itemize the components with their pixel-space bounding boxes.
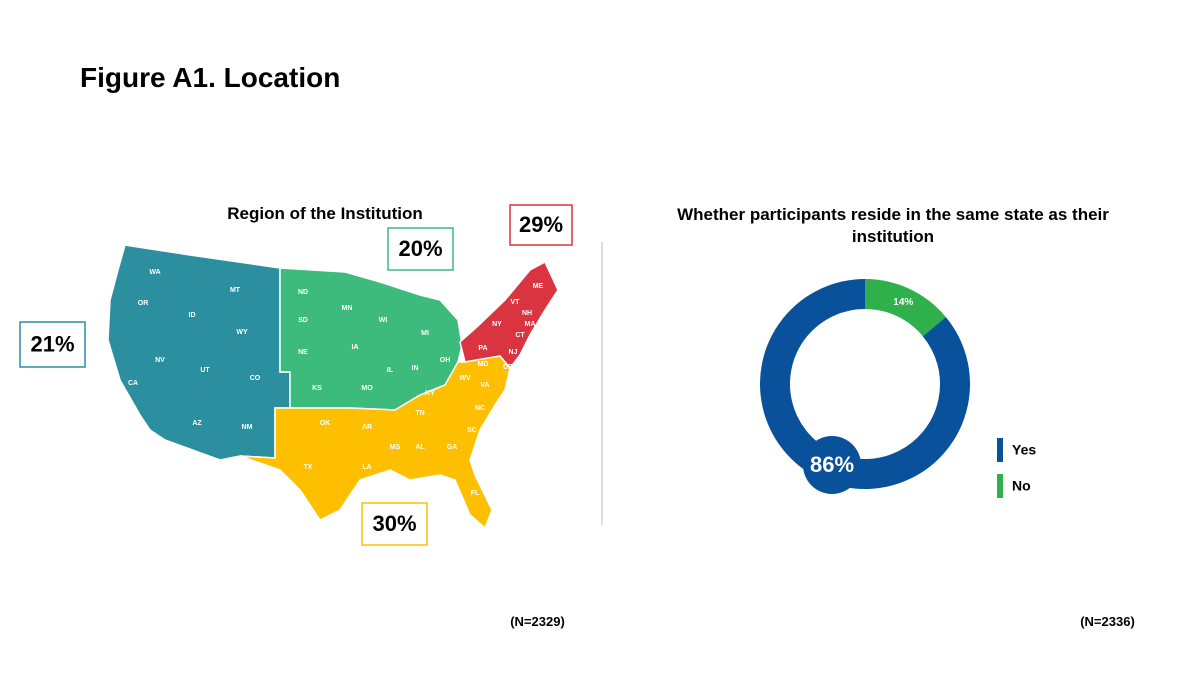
- state-label: IL: [387, 367, 394, 374]
- state-label: WV: [459, 375, 471, 382]
- state-label: OH: [440, 357, 451, 364]
- state-label: TX: [304, 464, 313, 471]
- map-region: [107, 244, 291, 461]
- map-note: (N=2329): [510, 614, 565, 629]
- state-label: MD: [478, 361, 489, 368]
- state-label: TN: [415, 410, 424, 417]
- region-value-label: 20%: [398, 236, 442, 261]
- state-label: NE: [298, 349, 308, 356]
- state-label: IN: [412, 365, 419, 372]
- state-label: CT: [515, 332, 525, 339]
- state-label: MI: [421, 330, 429, 337]
- state-label: NM: [242, 424, 253, 431]
- value-label-badge: [803, 436, 861, 494]
- state-label: ND: [298, 289, 308, 296]
- donut-value-label: 86%: [810, 452, 854, 477]
- state-label: AZ: [192, 420, 202, 427]
- legend-label: Yes: [1012, 442, 1036, 458]
- state-label: NY: [492, 321, 502, 328]
- state-label: KY: [425, 390, 435, 397]
- map-region: [239, 355, 511, 530]
- state-label: ID: [189, 312, 196, 319]
- state-label: MO: [361, 385, 373, 392]
- state-label: NJ: [509, 349, 518, 356]
- state-label: MT: [230, 287, 241, 294]
- state-label: WA: [149, 269, 160, 276]
- region-label-box: [509, 204, 573, 246]
- page-title: Figure A1. Location: [80, 62, 341, 93]
- state-label: SC: [467, 427, 477, 434]
- state-label: GA: [447, 444, 458, 451]
- state-label: DE: [503, 364, 513, 371]
- region-label-box: [361, 502, 428, 546]
- state-label: CO: [250, 375, 261, 382]
- state-label: SD: [298, 317, 308, 324]
- legend-swatch: [997, 474, 1003, 498]
- state-label: UT: [200, 367, 210, 374]
- state-label: PA: [478, 345, 487, 352]
- donut-value-label: 14%: [893, 297, 913, 308]
- state-label: CA: [128, 380, 138, 387]
- legend-label: No: [1012, 478, 1031, 494]
- region-label-box: [19, 321, 86, 368]
- state-label: KS: [312, 385, 322, 392]
- state-label: WY: [236, 329, 248, 336]
- state-label: AL: [415, 444, 425, 451]
- state-label: NH: [522, 310, 532, 317]
- state-label: VA: [480, 382, 489, 389]
- region-value-label: 30%: [372, 511, 416, 536]
- state-label: IA: [352, 344, 359, 351]
- state-label: MN: [342, 305, 353, 312]
- donut-title: Whether participants reside in the same …: [677, 205, 1109, 246]
- state-label: OK: [320, 420, 331, 427]
- state-label: AR: [362, 424, 372, 431]
- state-label: WI: [379, 317, 388, 324]
- state-label: LA: [362, 464, 371, 471]
- state-label: RI: [531, 332, 538, 339]
- donut-segment: [864, 279, 946, 337]
- state-label: MS: [390, 444, 401, 451]
- donut-note: (N=2336): [1080, 614, 1135, 629]
- state-label: VT: [511, 299, 521, 306]
- state-label: OR: [138, 300, 149, 307]
- map-title: Region of the Institution: [227, 204, 423, 223]
- region-value-label: 29%: [519, 212, 563, 237]
- state-label: MA: [525, 321, 536, 328]
- region-label-box: [387, 227, 454, 271]
- region-value-label: 21%: [30, 331, 74, 356]
- state-label: NV: [155, 357, 165, 364]
- state-label: FL: [471, 490, 480, 497]
- state-label: ME: [533, 283, 544, 290]
- legend-swatch: [997, 438, 1003, 462]
- state-label: NC: [475, 405, 485, 412]
